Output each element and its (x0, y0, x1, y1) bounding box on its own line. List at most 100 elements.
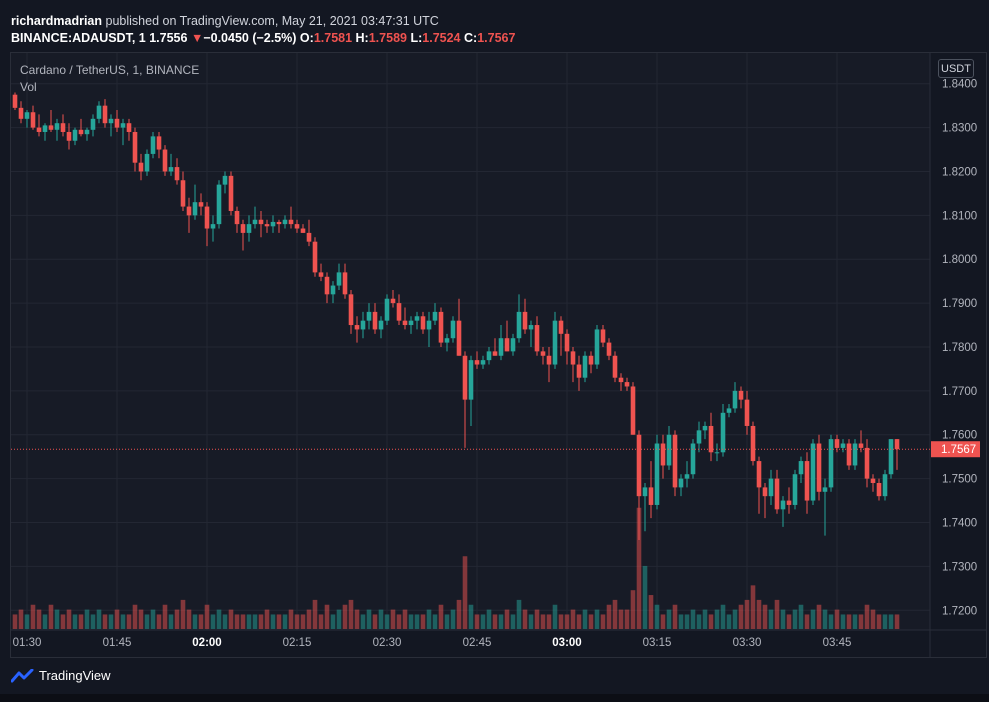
currency-badge[interactable]: USDT (938, 59, 974, 78)
volume-bar (426, 609, 432, 629)
volume-bar (762, 604, 768, 629)
candle-body (96, 105, 102, 119)
x-tick-label: 03:00 (552, 637, 581, 649)
volume-bar (480, 614, 486, 629)
candle-body (738, 390, 744, 400)
candle-body (594, 329, 600, 365)
candle-body (840, 443, 846, 448)
candle-body (276, 221, 282, 225)
candle-body (432, 311, 438, 321)
candle-body (216, 184, 222, 225)
volume-bar (648, 595, 654, 629)
y-tick-label: 1.7800 (942, 342, 977, 354)
candle-body (660, 443, 666, 466)
volume-bar (60, 614, 66, 629)
candle-body (414, 316, 420, 321)
candle-body (582, 355, 588, 378)
candle-body (732, 390, 738, 409)
legend-title[interactable]: Cardano / TetherUS, 1, BINANCE (20, 63, 200, 77)
y-tick-label: 1.8100 (942, 210, 977, 222)
candle-body (564, 333, 570, 352)
volume-bar (774, 599, 780, 629)
volume-bar (666, 609, 672, 629)
x-tick-label: 03:15 (643, 637, 672, 649)
volume-bar (18, 609, 24, 629)
bottom-bar (0, 694, 989, 702)
volume-bar (168, 614, 174, 629)
volume-bar (450, 609, 456, 629)
candle-body (534, 325, 540, 352)
candle-body (42, 125, 48, 132)
candle-body (408, 320, 414, 326)
volume-bar (264, 609, 270, 629)
volume-bar (228, 609, 234, 629)
x-tick-label: 01:45 (103, 637, 132, 649)
volume-bar (576, 614, 582, 629)
volume-bar (150, 609, 156, 629)
candle-body (834, 439, 840, 448)
candle-body (618, 377, 624, 383)
candle-body (852, 443, 858, 466)
candle-body (156, 136, 162, 150)
volume-bar (618, 609, 624, 629)
volume-bar (504, 609, 510, 629)
legend-volume[interactable]: Vol (20, 80, 37, 94)
volume-bar (276, 614, 282, 629)
volume-bar (306, 609, 312, 629)
candle-body (558, 320, 564, 334)
volume-bar (828, 614, 834, 629)
volume-bar (402, 609, 408, 629)
volume-bar (288, 609, 294, 629)
candle-body (888, 439, 894, 475)
volume-bar (396, 614, 402, 629)
volume-bar (210, 614, 216, 629)
volume-bar (366, 609, 372, 629)
volume-bar (120, 614, 126, 629)
volume-bar (132, 604, 138, 629)
candle-body (90, 118, 96, 130)
volume-bar (510, 614, 516, 629)
volume-bar (372, 614, 378, 629)
volume-bar (48, 604, 54, 629)
volume-bar (642, 565, 648, 629)
candle-body (402, 320, 408, 326)
plot-area[interactable] (11, 53, 930, 630)
volume-bar (624, 609, 630, 629)
candle-body (168, 167, 174, 172)
volume-bar (198, 614, 204, 629)
volume-bar (330, 614, 336, 629)
volume-bar (690, 609, 696, 629)
volume-bar (108, 614, 114, 629)
volume-bar (312, 599, 318, 629)
candle-body (642, 487, 648, 497)
x-tick-label: 02:00 (192, 637, 221, 649)
volume-bar (174, 609, 180, 629)
volume-bar (558, 614, 564, 629)
candle-body (420, 316, 426, 330)
x-tick-label: 02:15 (283, 637, 312, 649)
volume-bar (744, 599, 750, 629)
volume-bar (54, 609, 60, 629)
volume-bar (162, 604, 168, 629)
candle-body (654, 443, 660, 505)
publisher-name[interactable]: richardmadrian (11, 14, 103, 28)
volume-bar (408, 614, 414, 629)
candle-body (198, 202, 204, 207)
volume-bar (354, 609, 360, 629)
tradingview-branding[interactable]: TradingView (11, 668, 111, 683)
open-label: O: (299, 31, 314, 45)
volume-bar (84, 609, 90, 629)
volume-bar (852, 614, 858, 629)
candle-body (768, 478, 774, 497)
candle-body (336, 272, 342, 286)
candle-body (450, 320, 456, 339)
volume-bar (858, 614, 864, 629)
candle-body (240, 224, 246, 233)
candle-body (192, 202, 198, 216)
candle-body (810, 443, 816, 501)
candle-body (846, 443, 852, 466)
y-tick-label: 1.7200 (942, 605, 977, 617)
candle-body (342, 272, 348, 295)
volume-bar (606, 604, 612, 629)
